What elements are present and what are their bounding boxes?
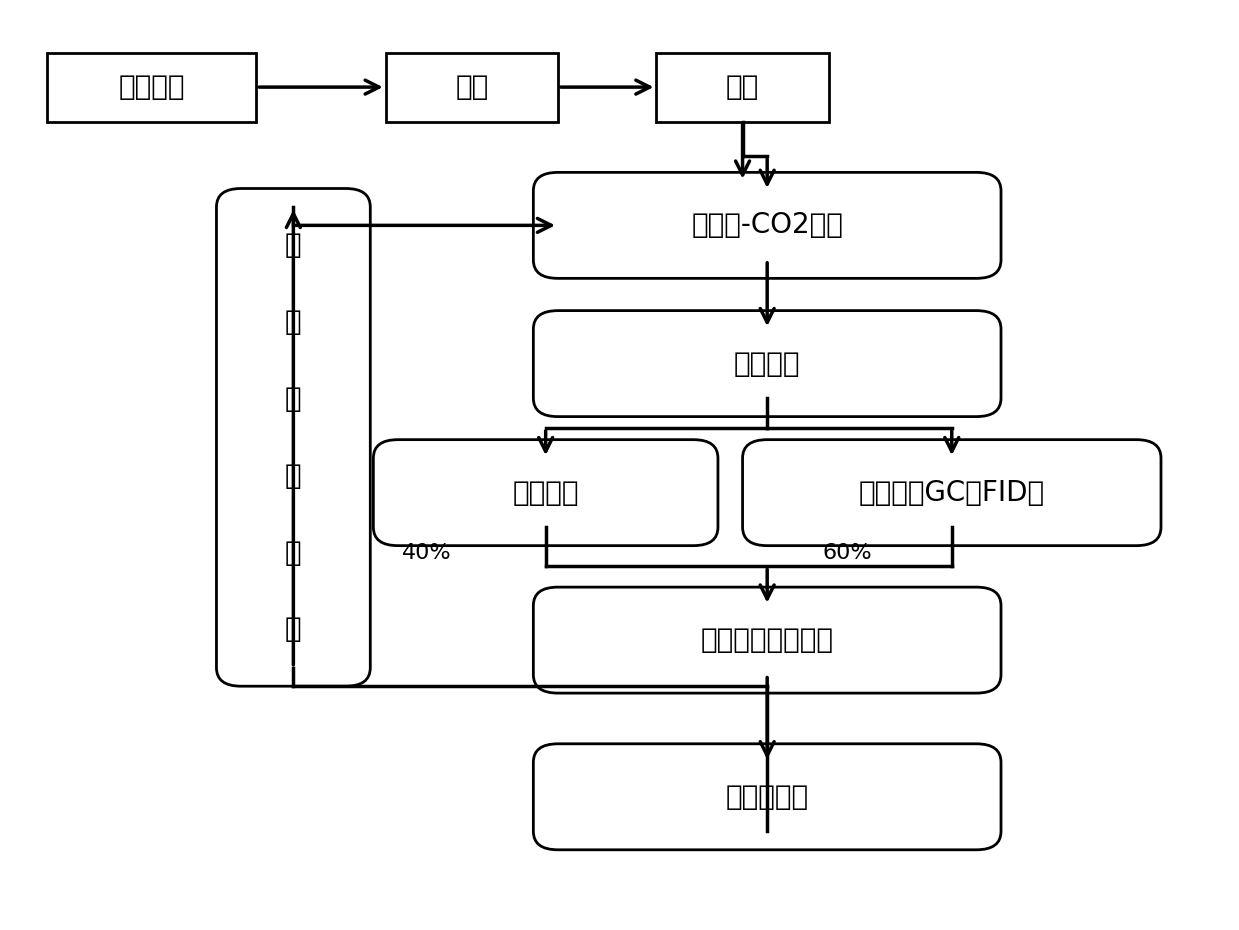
Text: 40%: 40% (401, 543, 451, 564)
Text: 工: 工 (285, 385, 301, 413)
FancyBboxPatch shape (385, 53, 558, 122)
Text: 数: 数 (285, 616, 301, 644)
Text: 优: 优 (285, 232, 301, 259)
FancyBboxPatch shape (657, 53, 829, 122)
Text: 过筛: 过筛 (726, 73, 760, 101)
Text: 含量测定GC（FID）: 含量测定GC（FID） (859, 479, 1044, 507)
Text: 超临界-CO2萃取: 超临界-CO2萃取 (691, 211, 843, 239)
Text: 艺: 艺 (285, 462, 301, 490)
Text: 化: 化 (285, 308, 301, 336)
Text: 收集精油: 收集精油 (733, 350, 800, 378)
FancyBboxPatch shape (533, 172, 1001, 278)
FancyBboxPatch shape (217, 189, 370, 686)
FancyBboxPatch shape (47, 53, 256, 122)
Text: 60%: 60% (823, 543, 872, 564)
Text: 粉碎: 粉碎 (455, 73, 488, 101)
FancyBboxPatch shape (742, 440, 1161, 546)
Text: 响应曲面法: 响应曲面法 (726, 783, 809, 811)
FancyBboxPatch shape (533, 587, 1001, 693)
FancyBboxPatch shape (533, 744, 1001, 850)
Text: 参: 参 (285, 538, 301, 566)
Text: 计算得率: 计算得率 (513, 479, 579, 507)
FancyBboxPatch shape (373, 440, 717, 546)
FancyBboxPatch shape (533, 311, 1001, 417)
Text: 精油得率综合评分: 精油得率综合评分 (701, 626, 834, 654)
Text: 除去杂质: 除去杂质 (119, 73, 185, 101)
